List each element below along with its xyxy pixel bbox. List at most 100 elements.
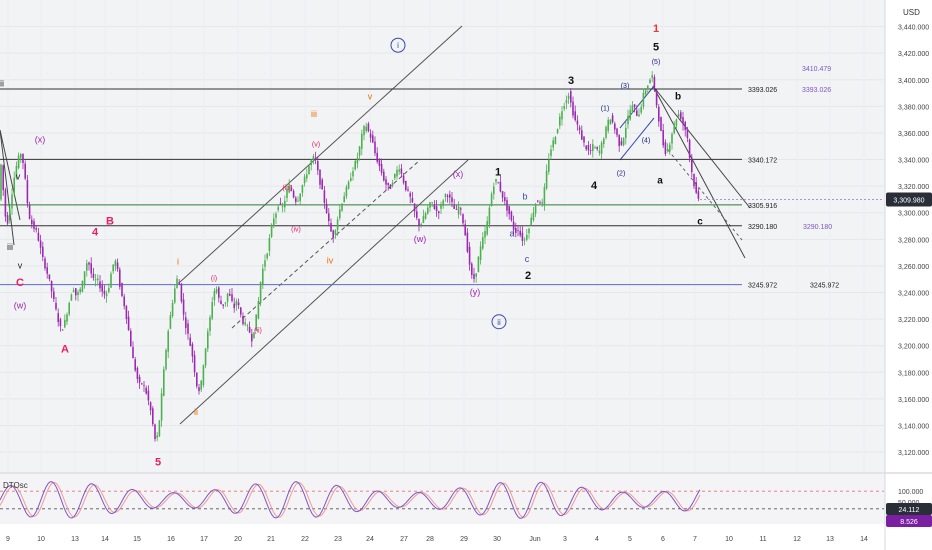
candle-body: [158, 420, 161, 437]
candle-body: [455, 209, 458, 210]
x-tick-label: 28: [426, 536, 434, 543]
candle-body: [350, 178, 352, 182]
candle-body: [495, 179, 497, 182]
candle-body: [167, 331, 169, 352]
candle-body: [435, 206, 438, 212]
candle-body: [284, 200, 286, 208]
osc-slow-line: [0, 481, 701, 519]
candle-body: [103, 290, 106, 295]
candle-body: [537, 200, 539, 202]
candle-body: [132, 347, 134, 359]
wave-label: b: [522, 191, 527, 201]
candle-body: [660, 117, 662, 132]
candle-body: [541, 202, 543, 204]
candle-body: [449, 194, 451, 198]
candle-body: [218, 287, 220, 298]
candle-body: [688, 139, 691, 158]
candle-body: [380, 163, 383, 173]
wave-label: (2): [617, 171, 626, 178]
candle-body: [176, 278, 178, 289]
candle-body: [532, 212, 535, 220]
candle-body: [552, 140, 554, 148]
candle-body: [94, 279, 97, 281]
x-tick-label: 24: [366, 536, 374, 543]
channel-line: [619, 117, 655, 161]
y-tick-label: 3,200.000: [898, 344, 929, 351]
candle-body: [609, 119, 612, 125]
candle-body: [314, 157, 317, 160]
candle-body: [246, 325, 249, 327]
candle-body: [319, 169, 321, 185]
candle-body: [647, 85, 649, 90]
candle-body: [411, 198, 414, 203]
candle-body: [72, 290, 75, 292]
channel-line: [652, 85, 751, 209]
candle-body: [644, 90, 647, 95]
wave-label: (v): [312, 141, 320, 148]
candle-body: [165, 350, 167, 370]
candle-body: [237, 302, 240, 306]
candle-body: [310, 160, 312, 166]
candle-body: [378, 158, 381, 167]
candle-body: [618, 134, 620, 146]
x-tick-label: 20: [234, 536, 242, 543]
candle-body: [490, 193, 493, 207]
candle-body: [530, 217, 532, 226]
candle-body: [356, 157, 359, 164]
x-tick-label: 29: [460, 536, 468, 543]
candle-body: [651, 75, 653, 78]
candle-body: [99, 281, 101, 289]
candle-body: [523, 239, 526, 241]
candle-body: [598, 150, 601, 153]
y-tick-label: 3,420.000: [898, 51, 929, 58]
candle-body: [473, 274, 475, 279]
candle-body: [268, 237, 271, 251]
candle-body: [178, 282, 180, 285]
candle-body: [229, 293, 231, 296]
candle-body: [464, 224, 466, 236]
candle-body: [662, 130, 664, 146]
level-label: 3305.916: [748, 203, 777, 210]
candle-body: [677, 113, 680, 117]
candle-body: [328, 213, 330, 222]
wave-label: (i): [211, 276, 217, 283]
side-level-label: 3393.026: [802, 87, 831, 94]
candle-body: [587, 145, 590, 151]
candle-body: [147, 390, 150, 401]
candle-body: [369, 133, 372, 138]
candle-body: [121, 283, 123, 297]
candle-body: [277, 207, 279, 210]
candle-body: [134, 359, 136, 371]
candle-body: [193, 355, 196, 373]
candle-body: [501, 191, 504, 198]
current-price-tag: [886, 192, 932, 207]
wave-label: 5: [653, 42, 659, 54]
candle-body: [499, 181, 502, 192]
x-tick-label: 21: [267, 536, 275, 543]
candle-body: [323, 190, 326, 203]
osc-value-tag-fast: [886, 503, 932, 515]
candle-body: [42, 246, 44, 257]
wave-label: iii: [311, 109, 317, 119]
candle-body: [66, 314, 68, 322]
candle-body: [154, 424, 156, 440]
wave-label: (w): [414, 234, 427, 244]
candle-body: [385, 179, 387, 185]
candle-body: [70, 294, 73, 301]
candle-body: [50, 280, 53, 292]
candle-body: [242, 315, 244, 325]
candle-body: [510, 211, 513, 221]
candle-body: [152, 408, 154, 425]
candle-body: [655, 90, 658, 106]
candle-body: [35, 228, 37, 230]
candle-body: [24, 163, 26, 179]
candle-body: [321, 179, 323, 190]
y-tick-label: 3,120.000: [898, 450, 929, 457]
oscillator-pane-background: [0, 474, 885, 524]
candle-body: [332, 230, 334, 238]
candle-body: [301, 184, 304, 193]
wave-circle-label: ii: [497, 318, 501, 327]
level-label: 3340.172: [748, 157, 777, 164]
candle-body: [475, 273, 477, 277]
